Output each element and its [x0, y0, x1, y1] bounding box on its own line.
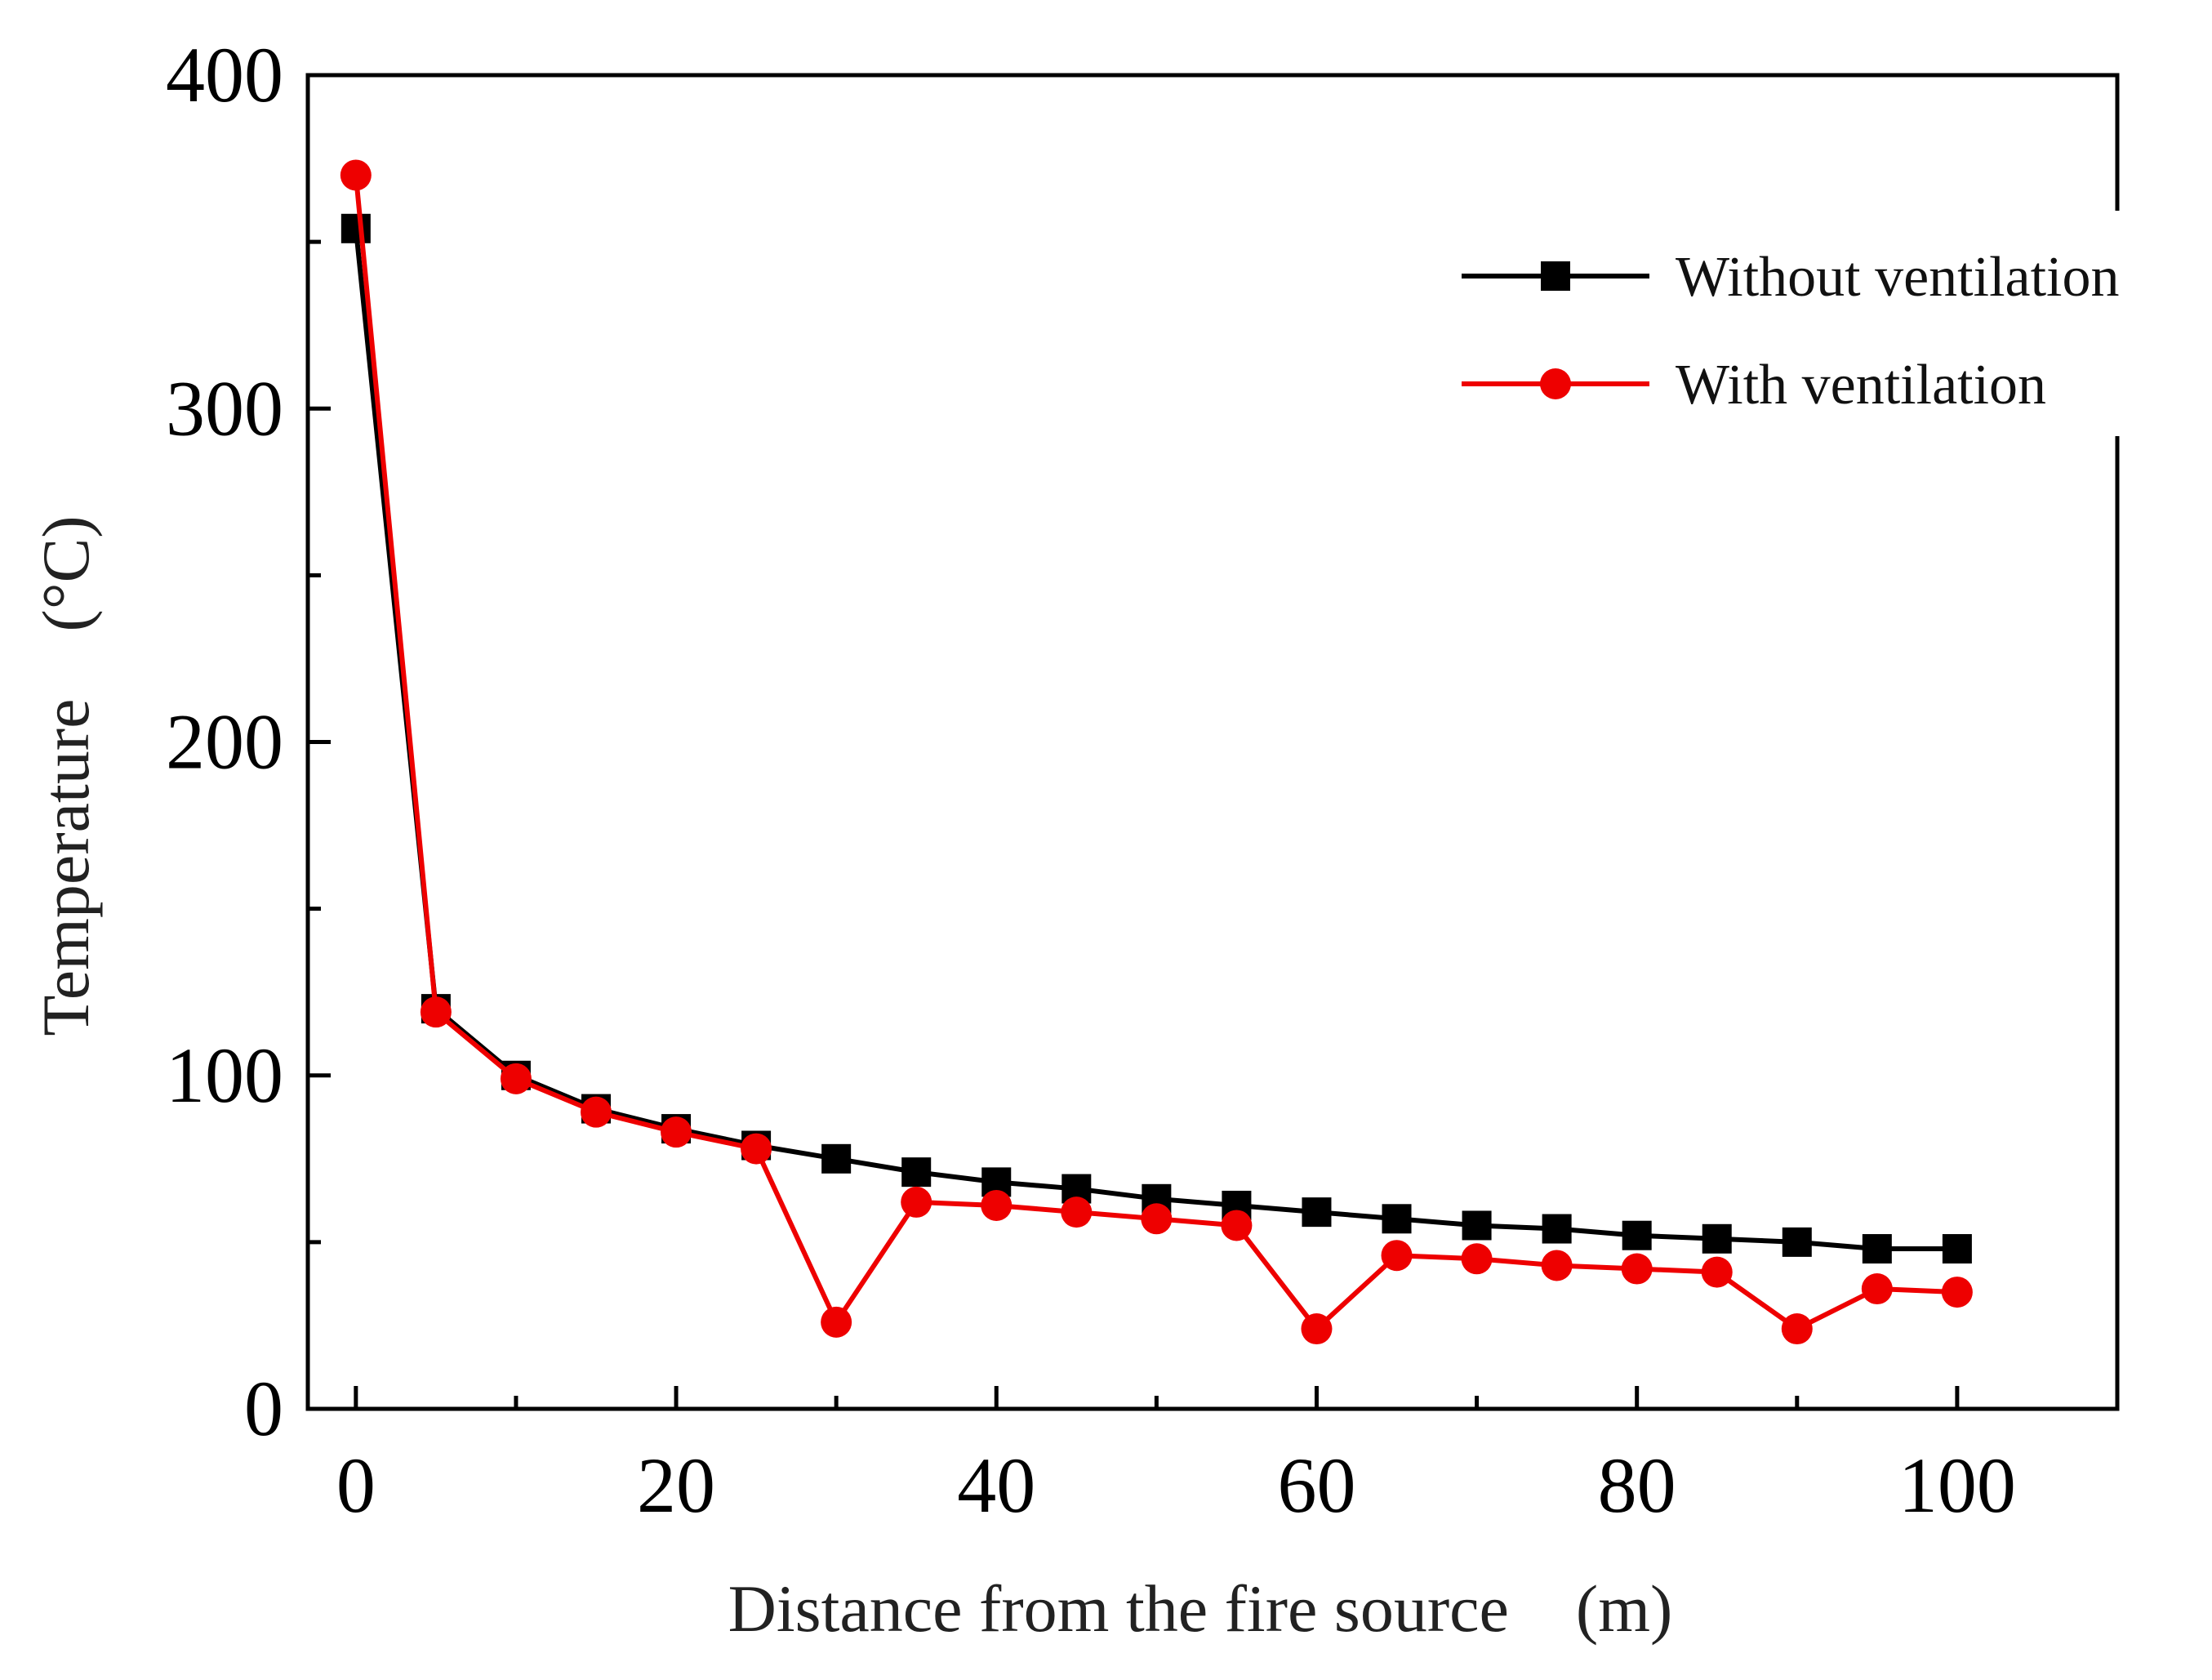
data-point-with-ventilation [580, 1096, 612, 1128]
data-point-with-ventilation [1781, 1313, 1813, 1345]
data-point-with-ventilation [1861, 1273, 1893, 1305]
x-tick-label: 100 [1898, 1442, 2016, 1529]
y-tick-label: 300 [166, 364, 283, 452]
data-point-with-ventilation [420, 996, 452, 1028]
data-point-with-ventilation [1381, 1240, 1413, 1272]
data-point-with-ventilation [1461, 1243, 1493, 1275]
legend-label-with-ventilation: With ventilation [1676, 354, 2046, 417]
data-point-with-ventilation [1701, 1256, 1733, 1288]
y-tick-label: 400 [166, 31, 283, 118]
legend: Without ventilation With ventilation [1452, 211, 2212, 436]
data-point-without-ventilation [1382, 1204, 1412, 1234]
data-point-with-ventilation [1301, 1313, 1333, 1345]
data-point-without-ventilation [340, 213, 371, 243]
data-point-without-ventilation [901, 1157, 932, 1188]
data-point-without-ventilation [1542, 1214, 1572, 1244]
legend-marker-without-ventilation [1541, 261, 1570, 291]
data-point-without-ventilation [1702, 1223, 1732, 1254]
y-tick-label: 200 [166, 698, 283, 786]
y-axis-title: Temperature (°C) [29, 515, 103, 1036]
data-point-with-ventilation [901, 1186, 932, 1218]
data-point-without-ventilation [1302, 1197, 1332, 1228]
x-tick-label: 20 [637, 1442, 715, 1529]
data-point-without-ventilation [1462, 1210, 1492, 1241]
data-point-with-ventilation [741, 1133, 772, 1165]
data-point-without-ventilation [821, 1143, 852, 1174]
x-tick-label: 80 [1598, 1442, 1676, 1529]
data-point-with-ventilation [1621, 1253, 1653, 1285]
data-point-with-ventilation [661, 1116, 692, 1148]
data-point-with-ventilation [821, 1306, 852, 1338]
series-group [340, 159, 1973, 1345]
y-tick-label: 100 [166, 1032, 283, 1119]
y-tick-label: 0 [244, 1365, 283, 1452]
data-point-with-ventilation [1061, 1196, 1093, 1228]
x-axis-title: Distance from the fire source (m) [728, 1571, 1673, 1646]
data-point-with-ventilation [1941, 1277, 1973, 1308]
data-point-with-ventilation [1221, 1210, 1253, 1241]
x-tick-label: 0 [336, 1442, 376, 1529]
data-point-with-ventilation [500, 1063, 532, 1094]
data-point-without-ventilation [1862, 1234, 1892, 1264]
data-point-with-ventilation [1141, 1203, 1173, 1235]
legend-box [1452, 211, 2212, 436]
data-point-with-ventilation [1541, 1250, 1573, 1281]
legend-marker-with-ventilation [1540, 368, 1571, 399]
data-point-with-ventilation [981, 1189, 1013, 1221]
data-point-without-ventilation [1622, 1220, 1652, 1250]
data-point-without-ventilation [1782, 1227, 1812, 1257]
axes: 0 100 200 300 400 0 20 40 60 80 100 [166, 31, 2120, 1529]
data-point-without-ventilation [1942, 1234, 1972, 1264]
x-tick-label: 40 [957, 1442, 1035, 1529]
data-point-with-ventilation [340, 159, 372, 191]
x-tick-label: 60 [1277, 1442, 1355, 1529]
legend-label-without-ventilation: Without ventilation [1676, 246, 2120, 309]
